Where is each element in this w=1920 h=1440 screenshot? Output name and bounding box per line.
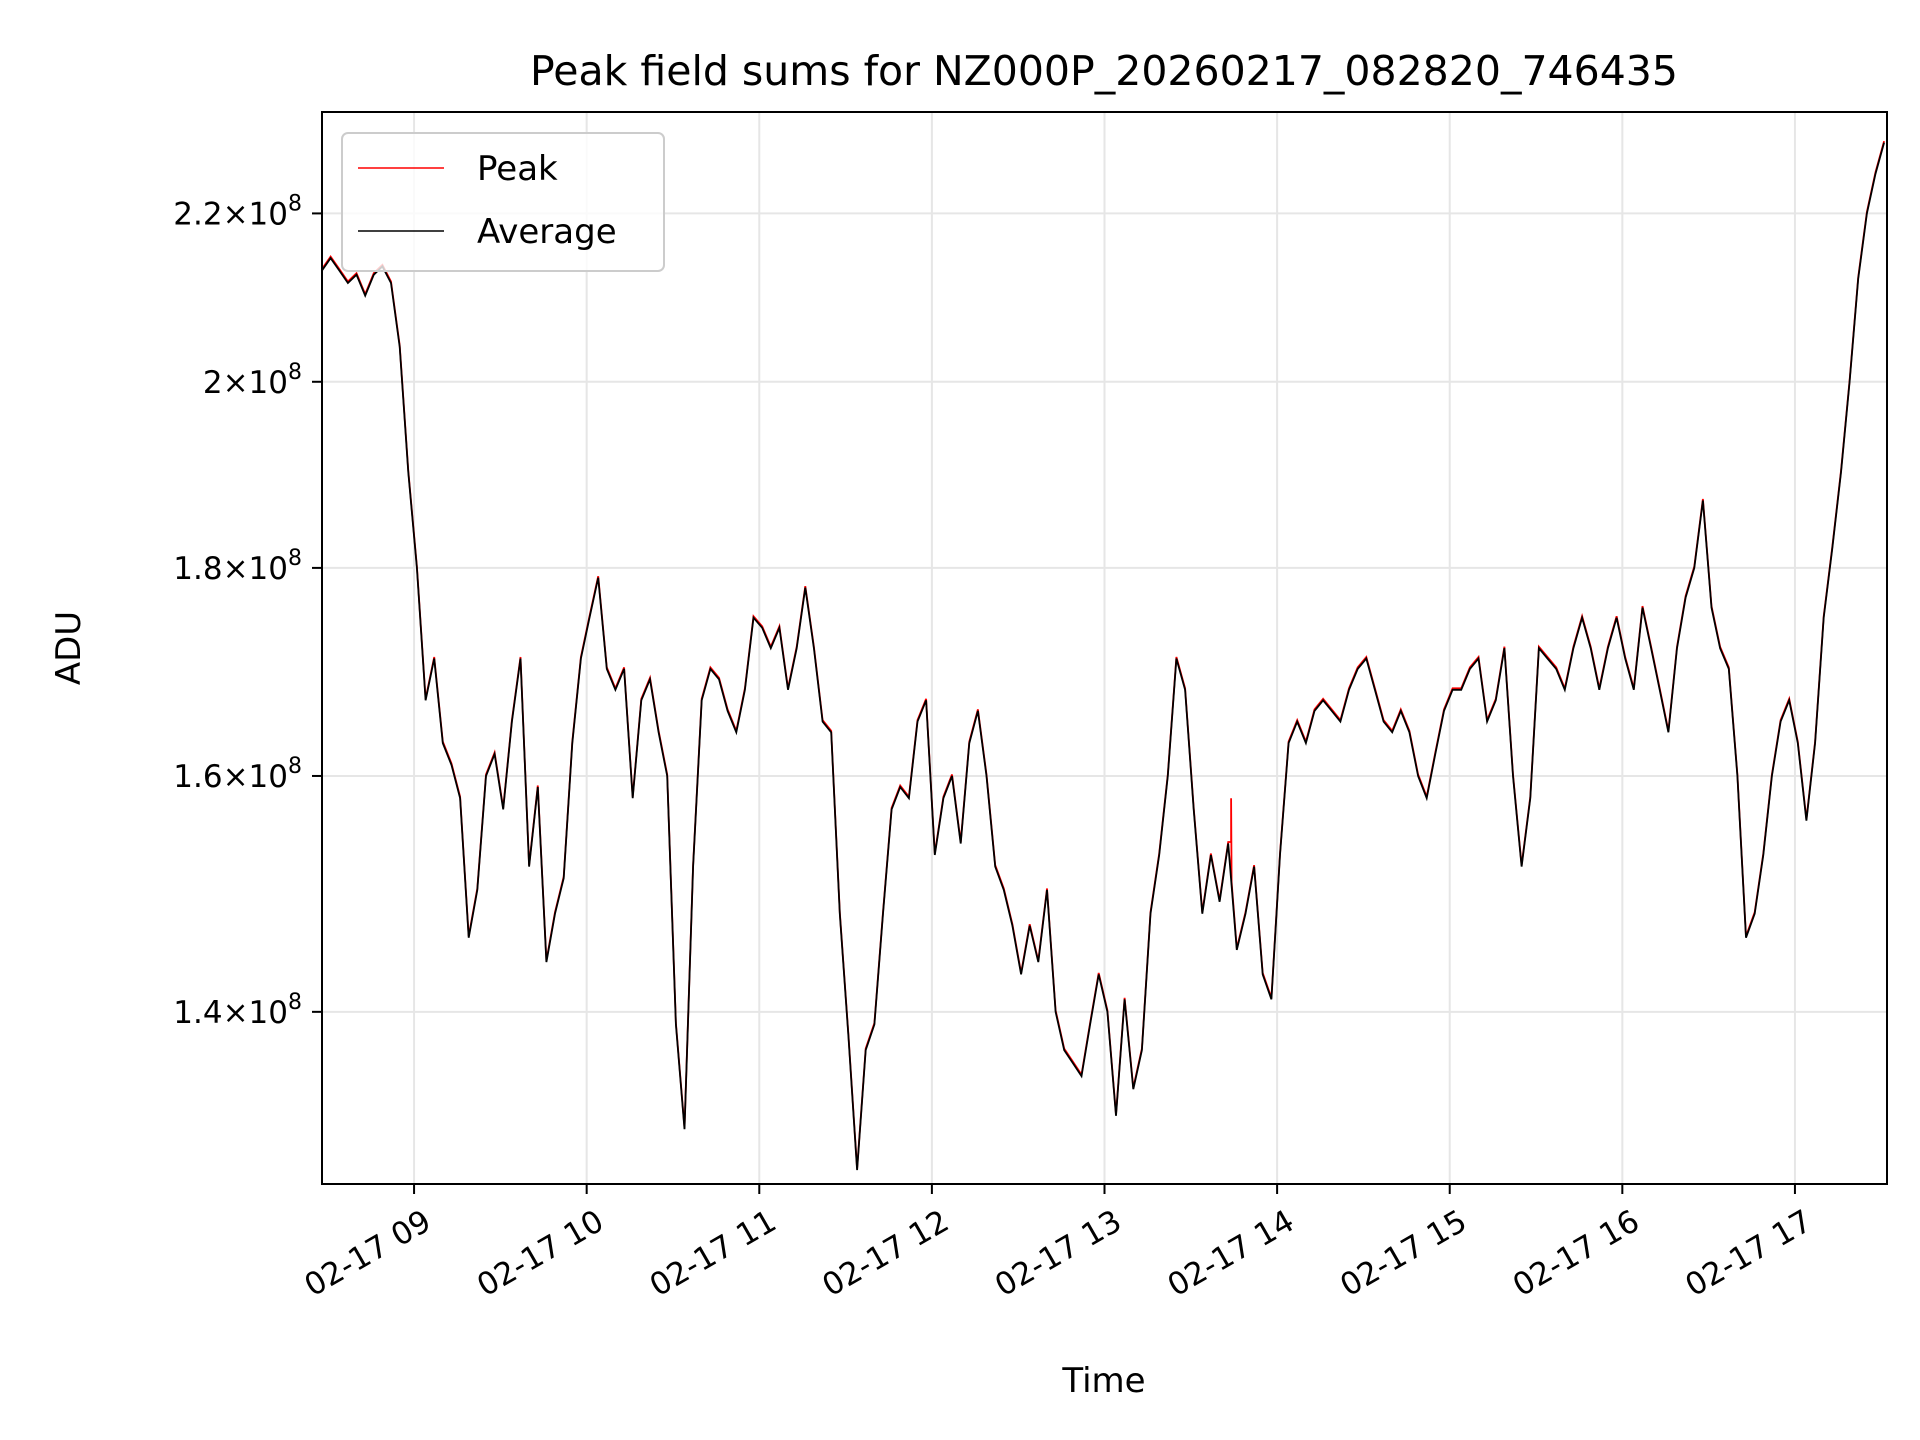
y-tick-mantissa: 1.4 [173, 995, 222, 1031]
legend-average-label: Average [477, 212, 617, 252]
y-tick-mantissa: 1.6 [173, 759, 222, 795]
y-tick-label: 2.2×108 [173, 191, 302, 232]
y-tick-base: 10 [249, 365, 288, 401]
y-tick-exponent: 8 [288, 990, 302, 1015]
y-tick-base: 10 [249, 551, 288, 587]
y-tick-times: × [223, 365, 249, 401]
y-tick-base: 10 [249, 196, 288, 232]
y-tick-mantissa: 2.2 [173, 196, 222, 232]
y-tick-mantissa: 2 [203, 365, 223, 401]
y-tick-exponent: 8 [288, 754, 302, 779]
y-tick-base: 10 [249, 995, 288, 1031]
legend: Peak Average [341, 132, 665, 272]
y-tick-times: × [223, 759, 249, 795]
y-tick-times: × [223, 196, 249, 232]
y-tick-times: × [223, 551, 249, 587]
y-tick-times: × [223, 995, 249, 1031]
y-tick-exponent: 8 [288, 191, 302, 216]
y-tick-label: 2×108 [203, 360, 302, 401]
y-axis-label: ADU [49, 611, 89, 685]
y-tick-base: 10 [249, 759, 288, 795]
legend-peak-label: Peak [477, 149, 558, 189]
y-tick-label: 1.6×108 [173, 754, 302, 795]
y-tick-label: 1.4×108 [173, 990, 302, 1031]
series-average-line [322, 142, 1885, 1171]
y-tick-label: 1.8×108 [173, 546, 302, 587]
y-tick-exponent: 8 [288, 360, 302, 385]
chart-title: Peak field sums for NZ000P_20260217_0828… [530, 47, 1678, 95]
series-layer [322, 140, 1885, 1171]
grid [322, 112, 1887, 1184]
x-axis-label: Time [1061, 1361, 1145, 1401]
y-tick-exponent: 8 [288, 546, 302, 571]
y-tick-mantissa: 1.8 [173, 551, 222, 587]
